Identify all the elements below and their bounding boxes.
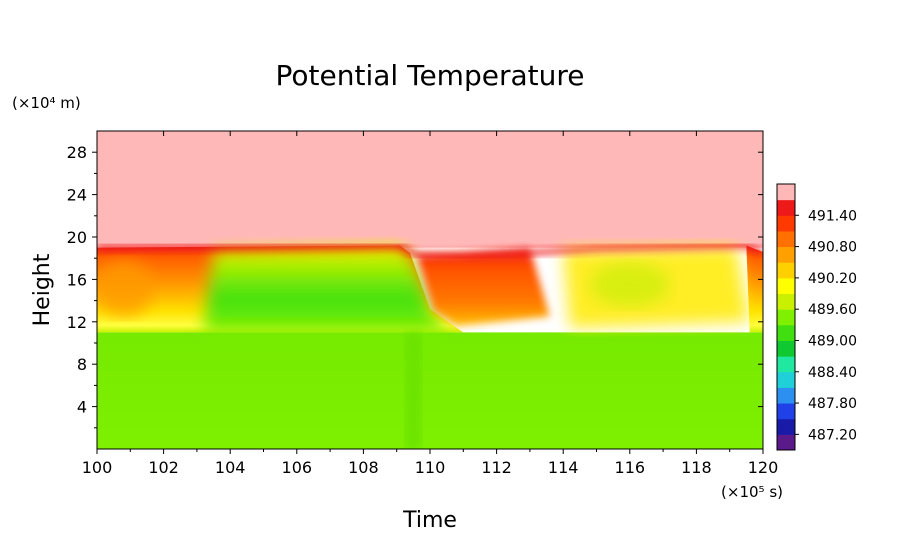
colorbar-swatch [777, 309, 795, 326]
y-tick-label: 16 [67, 270, 87, 289]
chart-title: Potential Temperature [276, 59, 585, 92]
x-tick-label: 102 [148, 458, 179, 477]
x-tick-label: 110 [415, 458, 446, 477]
colorbar-swatch [777, 340, 795, 357]
orange-patch-left [97, 259, 154, 316]
x-tick-label: 106 [282, 458, 313, 477]
x-ticks: 100 102 104 106 108 110 112 114 116 118 120 [82, 131, 779, 477]
colorbar-swatch [777, 230, 795, 248]
x-tick-label: 114 [548, 458, 579, 477]
y-tick-label: 8 [77, 355, 87, 374]
colorbar-swatch [777, 356, 795, 373]
plot-field [97, 131, 763, 449]
y-tick-label: 12 [67, 313, 87, 332]
colorbar-label: 489.00 [808, 333, 857, 349]
y-unit-label: (×10⁴ m) [12, 94, 81, 112]
colorbar-label: 490.20 [808, 271, 857, 287]
colorbar-swatch [777, 277, 795, 295]
colorbar-swatch [777, 387, 795, 404]
y-tick-label: 4 [77, 398, 87, 417]
colorbar-swatch [777, 246, 795, 263]
x-tick-label: 108 [348, 458, 379, 477]
colorbar-swatch [777, 215, 795, 232]
x-tick-label: 100 [82, 458, 113, 477]
colorbar-label: 487.20 [808, 427, 857, 443]
x-unit-label: (×10⁵ s) [721, 483, 783, 501]
colorbar-swatch [777, 403, 795, 420]
front-edge [97, 242, 763, 260]
colorbar-swatch [777, 262, 795, 279]
x-tick-label: 120 [748, 458, 779, 477]
colorbar-swatch [777, 184, 795, 201]
lower-layer [97, 332, 763, 449]
y-ticks: 4 8 12 16 20 24 28 [67, 143, 763, 429]
colorbar-swatch [777, 434, 795, 451]
colorbar: 487.20 487.80 488.40 489.00 489.60 490.20 490.… [776, 183, 857, 451]
colorbar-frame [776, 183, 796, 451]
colorbar-label: 490.80 [808, 240, 857, 256]
colorbar-label: 487.80 [808, 396, 857, 412]
transition-column [405, 332, 422, 449]
x-axis-label: Time [402, 508, 457, 533]
x-tick-label: 112 [481, 458, 512, 477]
colorbar-swatch [777, 199, 795, 216]
green-patch-right [589, 262, 670, 307]
colorbar-label: 488.40 [808, 365, 857, 381]
y-tick-label: 28 [67, 143, 87, 162]
x-tick-label: 118 [681, 458, 712, 477]
colorbar-label: 489.60 [808, 302, 857, 318]
green-core-left [203, 245, 450, 333]
upper-layer [97, 131, 763, 248]
colorbar-swatch [777, 293, 795, 310]
colorbar-swatch [777, 371, 795, 388]
y-tick-label: 20 [67, 228, 87, 247]
colorbar-swatch [777, 418, 795, 435]
orange-core-right [416, 248, 550, 327]
colorbar-swatch [777, 324, 795, 341]
colorbar-label: 491.40 [808, 208, 857, 224]
y-tick-label: 24 [67, 186, 87, 205]
x-tick-label: 116 [615, 458, 646, 477]
x-tick-label: 104 [215, 458, 246, 477]
y-axis-label: Height [30, 253, 55, 326]
